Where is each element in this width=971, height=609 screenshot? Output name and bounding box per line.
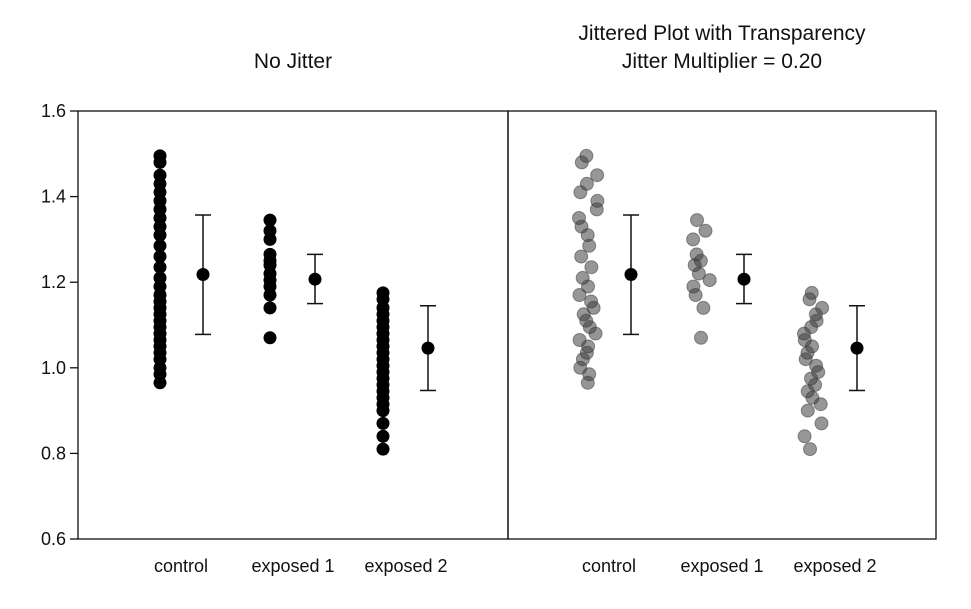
mean-point [850, 341, 864, 355]
x-tick-label: control [582, 556, 636, 576]
y-tick-label: 1.2 [41, 272, 66, 292]
data-point [814, 416, 829, 431]
data-point [575, 270, 590, 285]
data-point [263, 213, 277, 227]
y-tick-label: 1.4 [41, 187, 66, 207]
data-point [584, 294, 599, 309]
data-point [153, 149, 167, 163]
mean-point [421, 341, 435, 355]
data-point [376, 286, 390, 300]
data-point [698, 223, 713, 238]
data-point [702, 273, 717, 288]
data-point [376, 416, 390, 430]
y-tick-label: 1.6 [41, 101, 66, 121]
data-point [263, 247, 277, 261]
panel-1-frame [77, 110, 509, 540]
data-point [804, 285, 819, 300]
data-point [153, 271, 167, 285]
data-point [797, 429, 812, 444]
data-point [153, 260, 167, 274]
panel-2-subtitle: Jitter Multiplier = 0.20 [622, 50, 822, 73]
data-point [809, 358, 824, 373]
plot-area: 0.6 0.8 1.0 1.2 1.4 1.6 control exposed 1 expose… [41, 101, 937, 576]
data-point [803, 442, 817, 457]
data-point [590, 168, 605, 183]
data-point [153, 168, 167, 182]
data-point [376, 429, 390, 443]
data-point [153, 250, 167, 263]
x-tick-label: exposed 2 [793, 556, 876, 576]
y-tick-label: 0.8 [41, 443, 66, 463]
data-point [574, 249, 589, 264]
data-point [263, 301, 277, 315]
x-tick-label: control [154, 556, 208, 576]
data-point [689, 247, 704, 262]
data-point [584, 260, 599, 275]
data-point [815, 300, 830, 315]
data-point [572, 333, 587, 347]
data-point [572, 211, 586, 225]
panel-2-title: Jittered Plot with Transparency [578, 22, 866, 45]
data-point [572, 288, 587, 302]
data-point [686, 232, 701, 247]
x-tick-label: exposed 2 [364, 556, 447, 576]
mean-point [624, 267, 638, 281]
y-tick-label: 0.6 [41, 529, 66, 549]
data-point [579, 176, 594, 191]
data-point [263, 331, 277, 345]
mean-point [308, 272, 322, 286]
data-point [800, 403, 815, 418]
data-point [690, 213, 704, 228]
mean-point [196, 267, 210, 281]
data-point [153, 239, 167, 253]
panel-1-title: No Jitter [254, 50, 332, 73]
data-point [590, 193, 605, 208]
data-point [576, 307, 591, 322]
data-point [376, 442, 390, 456]
x-tick-label: exposed 1 [251, 556, 334, 576]
y-tick-label: 1.0 [41, 358, 66, 378]
mean-point [737, 272, 751, 286]
data-point [694, 330, 708, 345]
data-point [263, 224, 277, 238]
panel-2-frame [507, 110, 937, 540]
data-point [696, 300, 711, 315]
data-point [579, 148, 594, 163]
x-tick-label: exposed 1 [680, 556, 763, 576]
data-point [686, 279, 701, 294]
